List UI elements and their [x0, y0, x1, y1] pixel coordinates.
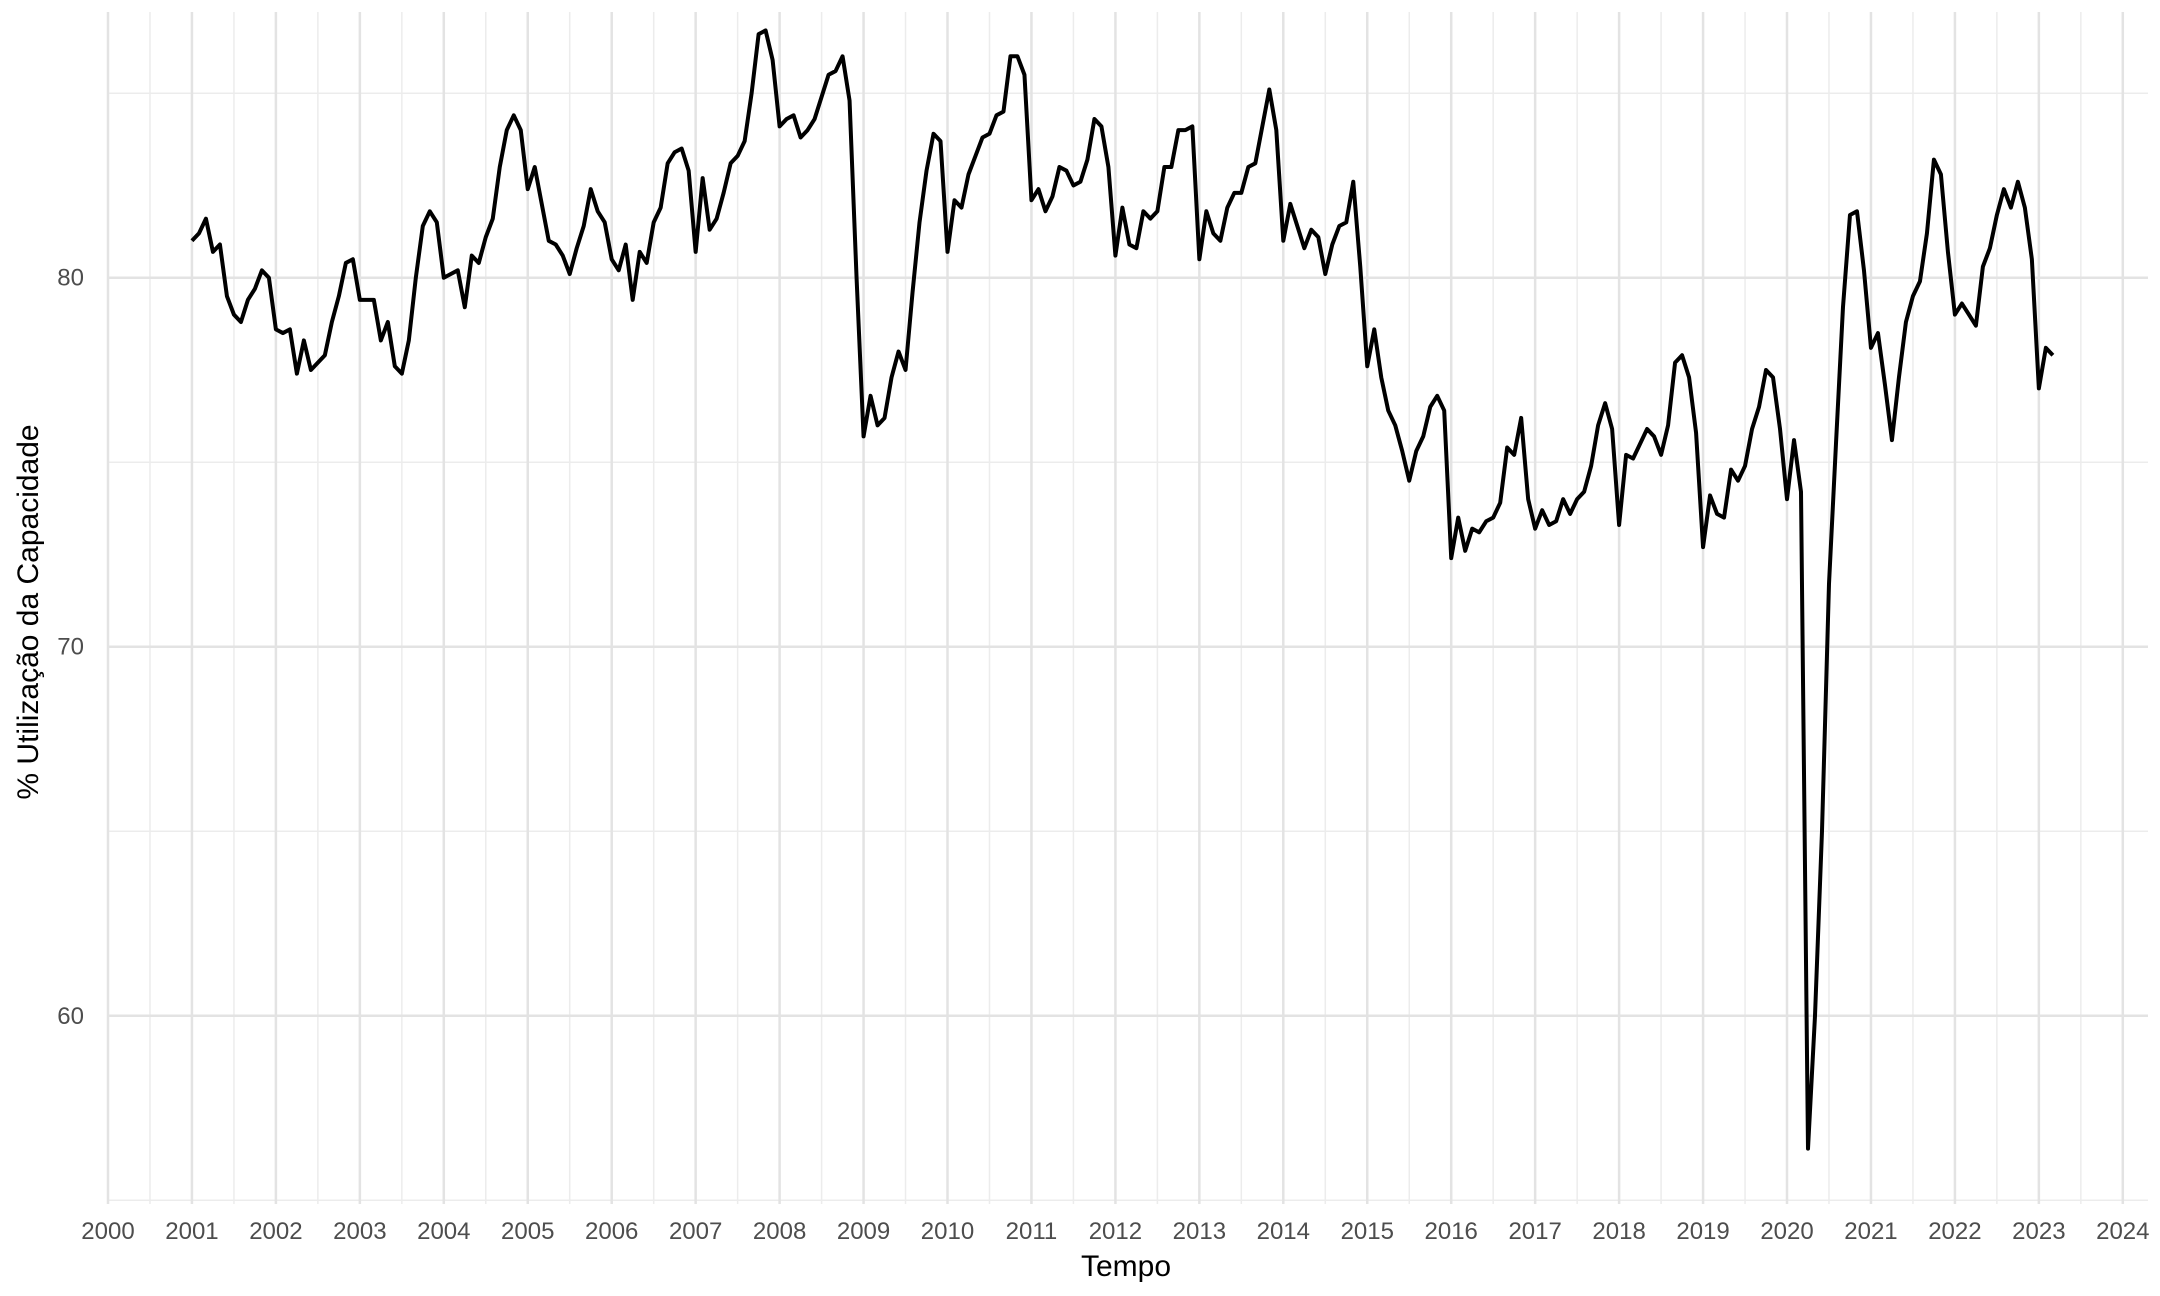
y-axis-title: % Utilização da Capacidade: [12, 424, 45, 799]
x-tick-label: 2013: [1173, 1218, 1226, 1245]
x-tick-label: 2020: [1760, 1218, 1813, 1245]
x-tick-label: 2004: [417, 1218, 470, 1245]
y-tick-label: 70: [57, 634, 84, 661]
x-tick-label: 2014: [1257, 1218, 1310, 1245]
y-tick-label: 80: [57, 265, 84, 292]
x-tick-label: 2011: [1006, 1218, 1058, 1245]
x-tick-label: 2002: [249, 1218, 302, 1245]
x-tick-label: 2016: [1425, 1218, 1478, 1245]
series-layer: [190, 28, 2055, 1151]
x-tick-label: 2019: [1676, 1218, 1729, 1245]
y-axis-ticks: 60 70 80: [57, 265, 84, 1030]
x-tick-label: 2007: [669, 1218, 722, 1245]
minor-gridlines: [108, 12, 2148, 1204]
x-tick-label: 2022: [1928, 1218, 1981, 1245]
series-line: [190, 28, 2055, 1151]
x-tick-label: 2006: [585, 1218, 638, 1245]
y-tick-label: 60: [57, 1003, 84, 1030]
x-axis-ticks: 2000 2001 2002 2003 2004 2005 2006 2007 2008 2009…: [81, 1218, 2149, 1245]
x-tick-label: 2003: [333, 1218, 386, 1245]
x-tick-label: 2021: [1844, 1218, 1897, 1245]
major-gridlines: [106, 12, 2148, 1204]
x-tick-label: 2015: [1341, 1218, 1394, 1245]
x-axis-title: Tempo: [1081, 1250, 1171, 1283]
x-tick-label: 2023: [2012, 1218, 2065, 1245]
x-tick-label: 2001: [165, 1218, 218, 1245]
x-tick-label: 2005: [501, 1218, 554, 1245]
x-tick-label: 2009: [837, 1218, 890, 1245]
x-tick-label: 2024: [2096, 1218, 2149, 1245]
x-tick-label: 2008: [753, 1218, 806, 1245]
x-tick-label: 2018: [1592, 1218, 1645, 1245]
x-tick-label: 2010: [921, 1218, 974, 1245]
x-tick-label: 2012: [1089, 1218, 1142, 1245]
x-tick-label: 2000: [81, 1218, 134, 1245]
x-tick-label: 2017: [1508, 1218, 1561, 1245]
